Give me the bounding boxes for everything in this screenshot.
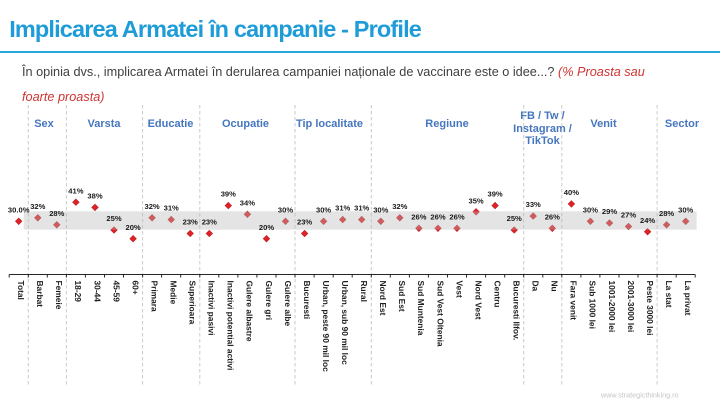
svg-text:2001-3000 lei: 2001-3000 lei [626,281,636,333]
svg-text:Femeie: Femeie [54,281,64,310]
svg-text:34%: 34% [240,198,255,207]
svg-text:Urban, peste 90 mil loc: Urban, peste 90 mil loc [321,281,331,373]
svg-text:26%: 26% [411,212,426,221]
svg-text:www.strategicthinking.ro: www.strategicthinking.ro [600,391,679,400]
svg-text:La privat: La privat [683,281,693,316]
svg-text:Barbat: Barbat [35,281,45,308]
svg-text:Rural: Rural [359,281,369,302]
svg-text:30%: 30% [278,205,293,214]
svg-text:30%: 30% [583,205,598,214]
svg-text:39%: 39% [221,190,236,199]
svg-text:Total: Total [16,281,26,300]
svg-text:25%: 25% [507,214,522,223]
svg-text:45-59: 45-59 [111,281,121,303]
svg-text:Primara: Primara [149,281,159,313]
svg-text:Medie: Medie [169,281,179,305]
svg-text:28%: 28% [659,209,674,218]
svg-text:23%: 23% [183,218,198,227]
svg-text:La stat: La stat [664,281,674,308]
svg-text:32%: 32% [144,202,159,211]
svg-text:18-29: 18-29 [73,281,83,303]
svg-text:26%: 26% [430,212,445,221]
svg-text:32%: 32% [30,202,45,211]
svg-text:26%: 26% [449,212,464,221]
svg-text:39%: 39% [487,190,502,199]
svg-text:Peste 3000 lei: Peste 3000 lei [645,281,655,336]
svg-text:25%: 25% [106,214,121,223]
svg-text:Urban, sub 90 mil loc: Urban, sub 90 mil loc [340,281,350,366]
svg-text:32%: 32% [392,202,407,211]
svg-text:Gulere albe: Gulere albe [283,281,293,327]
svg-text:30.0%: 30.0% [8,205,30,214]
svg-text:60+: 60+ [130,281,140,295]
svg-text:41%: 41% [68,186,83,195]
svg-text:Nu: Nu [550,281,560,292]
svg-text:Da: Da [531,281,541,292]
svg-text:20%: 20% [125,223,140,232]
svg-text:30%: 30% [678,205,693,214]
svg-text:40%: 40% [564,188,579,197]
svg-text:33%: 33% [526,200,541,209]
svg-text:Gulere gri: Gulere gri [264,281,274,321]
svg-text:28%: 28% [49,209,64,218]
svg-text:Sud Est: Sud Est [397,281,407,312]
svg-text:Bucuresti: Bucuresti [302,281,312,320]
svg-text:29%: 29% [602,207,617,216]
svg-text:30%: 30% [316,205,331,214]
svg-text:31%: 31% [354,204,369,213]
svg-text:Inactivi pasivi: Inactivi pasivi [207,281,217,336]
svg-text:31%: 31% [164,204,179,213]
svg-text:27%: 27% [621,211,636,220]
svg-text:Sud Vest Oltenia: Sud Vest Oltenia [435,281,445,347]
svg-text:38%: 38% [87,192,102,201]
svg-text:Superioara: Superioara [188,281,198,325]
svg-text:Inactivi potential activi: Inactivi potential activi [226,281,236,371]
svg-text:31%: 31% [335,204,350,213]
svg-text:Vest: Vest [454,281,464,298]
svg-text:23%: 23% [202,218,217,227]
svg-text:1001-2000 lei: 1001-2000 lei [607,281,617,333]
svg-text:Gulere albastre: Gulere albastre [245,281,255,342]
svg-text:Sub 1000 lei: Sub 1000 lei [588,281,598,329]
svg-text:24%: 24% [640,216,655,225]
svg-text:23%: 23% [297,218,312,227]
svg-text:Sud Muntenia: Sud Muntenia [416,281,426,336]
svg-text:Centru: Centru [492,281,502,308]
svg-text:30%: 30% [373,205,388,214]
svg-text:Nord Est: Nord Est [378,281,388,316]
svg-text:35%: 35% [468,197,483,206]
svg-text:Nord Vest: Nord Vest [473,281,483,320]
svg-text:Fara venit: Fara venit [569,281,579,321]
svg-text:20%: 20% [259,223,274,232]
svg-text:26%: 26% [545,212,560,221]
svg-text:30-44: 30-44 [92,281,102,303]
svg-text:Bucuresti Ilfov.: Bucuresti Ilfov. [512,281,522,341]
